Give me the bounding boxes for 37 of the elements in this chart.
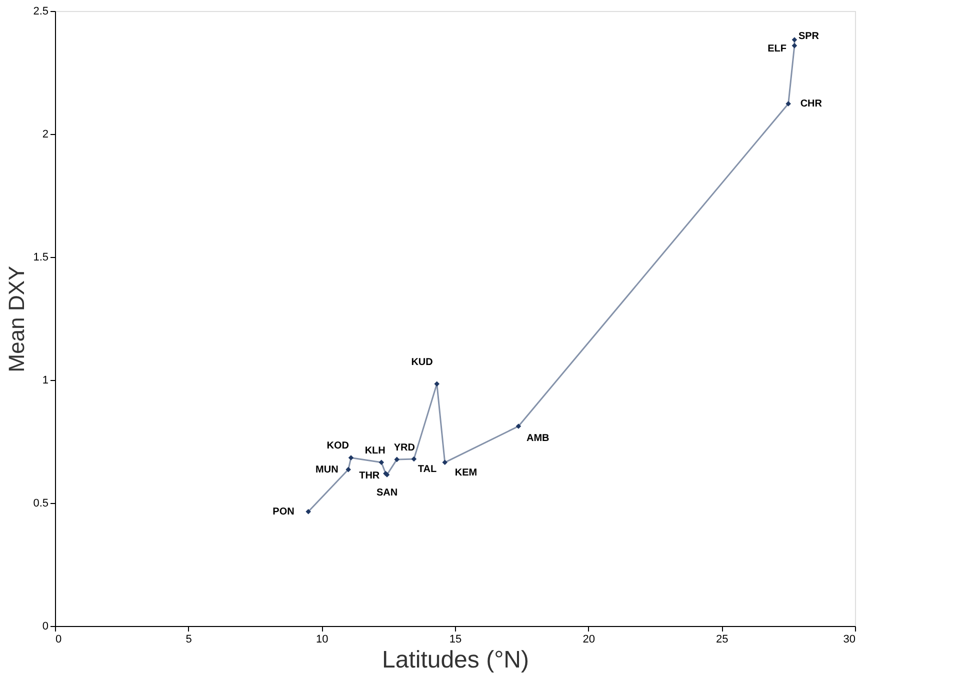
point <box>442 460 448 466</box>
annotation: YRD <box>394 442 415 454</box>
y-tick-label: 1.5 <box>33 252 48 264</box>
y-tick-label: 0 <box>42 620 48 632</box>
annotation: MUN <box>316 464 338 476</box>
annotation: KLH <box>364 445 386 456</box>
annotation: CHR <box>800 98 823 110</box>
y-tick-label: 1 <box>42 374 48 386</box>
annotation: KEM <box>454 467 478 478</box>
x-tick-label: 10 <box>316 634 328 646</box>
y-tick-label: 2.5 <box>33 6 48 18</box>
point <box>306 508 311 514</box>
annotation: ELF <box>768 44 786 55</box>
point <box>378 460 384 466</box>
annotation: AMB <box>526 433 550 444</box>
annotation: THR <box>359 470 380 482</box>
x-tick-label: 15 <box>449 634 462 646</box>
y-tick-label: 0.5 <box>33 498 48 510</box>
point <box>434 381 440 387</box>
annotation: SPR <box>798 30 820 42</box>
x-tick-label: 0 <box>56 634 62 646</box>
y-axis-title: Mean DXY <box>4 265 30 372</box>
annotation: KOD <box>326 440 349 452</box>
annotation: TAL <box>418 464 437 475</box>
point <box>411 456 417 462</box>
y-tick-label: 2 <box>42 128 48 140</box>
x-tick-label: 30 <box>843 634 856 646</box>
x-tick-label: 5 <box>186 634 192 646</box>
x-tick-label: 20 <box>582 634 595 646</box>
point <box>394 456 400 462</box>
x-axis-title: Latitudes (°N) <box>382 646 529 674</box>
point <box>346 466 351 472</box>
x-tick-label: 25 <box>716 634 728 646</box>
annotation: KUD <box>411 356 433 368</box>
annotation: PON <box>272 506 294 518</box>
point <box>786 101 791 106</box>
annotation: SAN <box>376 488 398 499</box>
